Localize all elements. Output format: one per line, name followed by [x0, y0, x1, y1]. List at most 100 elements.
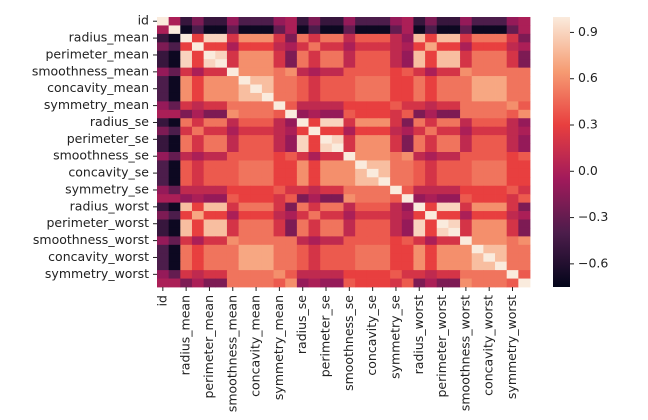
heatmap-cell [390, 101, 403, 111]
heatmap-cell [460, 126, 473, 136]
heatmap-cell [518, 135, 531, 144]
heatmap-cell [296, 25, 309, 35]
heatmap-cell [401, 253, 414, 263]
x-tick-label: perimeter_se [318, 295, 333, 378]
heatmap-cell [390, 76, 403, 85]
heatmap-cell [495, 126, 508, 136]
heatmap-cell [296, 84, 309, 94]
heatmap-cell [203, 185, 216, 195]
heatmap-cell [285, 101, 298, 111]
heatmap-cell [518, 76, 531, 85]
heatmap-cell [203, 278, 216, 288]
heatmap-cell [203, 59, 216, 69]
heatmap-cell [226, 236, 239, 246]
heatmap-cell [331, 211, 344, 220]
heatmap-cell [261, 219, 274, 229]
heatmap-cell [191, 42, 205, 52]
heatmap-cell [355, 33, 368, 43]
heatmap-cell [413, 126, 426, 136]
y-tick-label: id [138, 13, 149, 28]
x-tick-label: radius_mean [178, 295, 193, 375]
heatmap-cell [215, 236, 228, 246]
heatmap-cell [226, 67, 239, 77]
heatmap-cell [261, 227, 274, 237]
heatmap-cell [355, 109, 368, 119]
heatmap-cell [226, 177, 239, 187]
heatmap-cell [390, 236, 403, 246]
heatmap-cell [378, 17, 391, 26]
heatmap-cell [250, 135, 263, 144]
heatmap-cell [401, 278, 414, 288]
heatmap-cell [413, 244, 426, 254]
heatmap-cell [180, 185, 193, 195]
heatmap-cell [296, 194, 309, 204]
heatmap-cell [448, 177, 461, 187]
heatmap-cell [460, 219, 473, 229]
heatmap-cell [250, 177, 263, 187]
heatmap-cell [180, 244, 193, 254]
heatmap-cell [191, 92, 205, 102]
heatmap-cell [191, 211, 205, 220]
heatmap-cell [343, 194, 356, 204]
heatmap-cell [460, 278, 473, 288]
heatmap-cell [331, 50, 344, 60]
heatmap-cell [366, 92, 379, 102]
colorbar-tick-label: −0.6 [578, 255, 608, 270]
heatmap-cell [355, 227, 368, 237]
heatmap-cell [343, 135, 356, 144]
heatmap-cell [460, 25, 473, 35]
heatmap-cell [273, 177, 286, 187]
heatmap-cell [401, 42, 414, 52]
heatmap-cell [157, 33, 170, 43]
heatmap-cell [518, 109, 531, 119]
heatmap-cell [273, 194, 286, 204]
heatmap-cell [495, 227, 508, 237]
heatmap-cell [215, 261, 228, 271]
heatmap-cell [436, 59, 449, 69]
heatmap-cell [436, 236, 449, 246]
heatmap-cell [320, 50, 333, 60]
heatmap-cell [413, 236, 426, 246]
heatmap-cell [273, 227, 286, 237]
heatmap-cell [495, 42, 508, 52]
heatmap-cell [483, 84, 496, 94]
heatmap-cell [191, 67, 205, 77]
heatmap-cell [261, 109, 274, 119]
heatmap-cell [308, 50, 321, 60]
heatmap-cell [203, 253, 216, 263]
heatmap-cell [250, 50, 263, 60]
x-tick-label: perimeter_worst [434, 295, 449, 398]
heatmap-cell [273, 185, 286, 195]
heatmap-cell [448, 42, 461, 52]
heatmap-cell [425, 211, 438, 220]
heatmap-cell [331, 160, 344, 170]
heatmap-cell [436, 42, 449, 52]
heatmap-cell [495, 118, 508, 128]
heatmap-cell [215, 101, 228, 111]
heatmap-cell [436, 92, 449, 102]
heatmap-cell [390, 109, 403, 119]
heatmap-cell [460, 168, 473, 178]
heatmap-cell [506, 59, 519, 69]
heatmap-cell [401, 135, 414, 144]
heatmap-cell [226, 211, 239, 220]
heatmap-cell [343, 17, 356, 26]
heatmap-cell [460, 160, 473, 170]
heatmap-cell [413, 194, 426, 204]
heatmap-cell [495, 50, 508, 60]
heatmap-cell [366, 33, 379, 43]
heatmap-cell [180, 270, 193, 279]
heatmap-cell [401, 109, 414, 119]
heatmap-cell [226, 227, 239, 237]
heatmap-cell [366, 253, 379, 263]
x-tick-label: radius_se [294, 295, 309, 354]
heatmap-cell [273, 219, 286, 229]
heatmap-cell [285, 84, 298, 94]
heatmap-cell [285, 135, 298, 144]
heatmap-cell [436, 202, 449, 212]
heatmap-cell [390, 59, 403, 69]
heatmap-cell [320, 253, 333, 263]
heatmap-cell [296, 101, 309, 111]
heatmap-cell [261, 270, 274, 279]
heatmap-cell [518, 101, 531, 111]
